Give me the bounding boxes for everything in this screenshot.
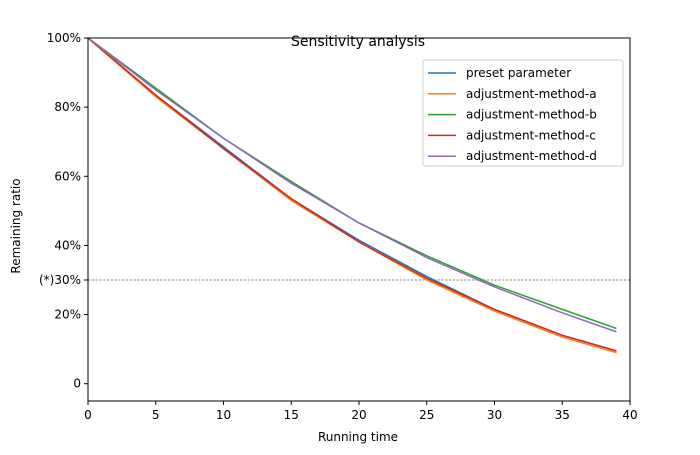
y-tick-label: 60% — [54, 169, 81, 183]
x-axis-label: Running time — [318, 430, 398, 444]
x-tick-label: 15 — [284, 408, 299, 422]
legend-label: preset parameter — [466, 66, 571, 80]
y-tick-label: 100% — [47, 31, 81, 45]
legend-label: adjustment-method-a — [466, 87, 597, 101]
y-tick-label: 80% — [54, 100, 81, 114]
legend-label: adjustment-method-c — [466, 128, 596, 142]
chart-title: Sensitivity analysis — [291, 34, 425, 50]
x-tick-label: 5 — [152, 408, 160, 422]
y-tick-label: 0 — [73, 377, 81, 391]
y-tick-label: 20% — [54, 308, 81, 322]
y-tick-label: 40% — [54, 238, 81, 252]
x-tick-label: 30 — [487, 408, 502, 422]
series-layer — [87, 37, 617, 354]
y-axis-label: Remaining ratio — [9, 178, 23, 273]
plot-frame — [87, 37, 631, 402]
series-line-adjustment-method-c — [87, 37, 617, 352]
x-tick-label: 20 — [351, 408, 366, 422]
series-line-adjustment-method-d — [87, 37, 617, 333]
legend-label: adjustment-method-b — [466, 108, 597, 122]
y-tick-label: (*)30% — [39, 273, 81, 287]
x-tick-label: 10 — [216, 408, 231, 422]
x-tick-label: 25 — [419, 408, 434, 422]
x-tick-label: 40 — [622, 408, 637, 422]
x-tick-label: 0 — [84, 408, 92, 422]
axes-layer: 0 5 10 15 20 25 30 35 40 0 20% (*)30% 40% 60% 80% 100% — [39, 31, 638, 422]
x-tick-label: 35 — [555, 408, 570, 422]
legend: preset parameter adjustment-method-a adjus… — [422, 59, 624, 167]
legend-label: adjustment-method-d — [466, 149, 597, 163]
legend-frame — [422, 59, 624, 167]
